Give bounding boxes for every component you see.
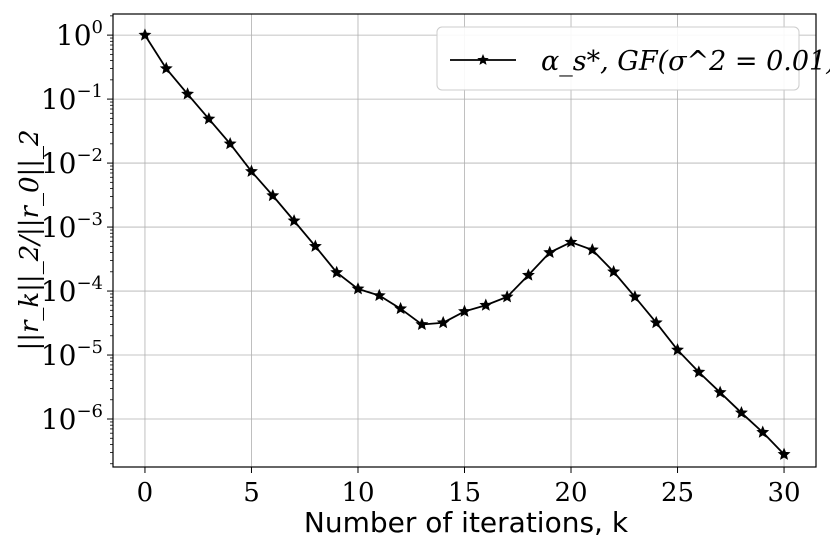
y-tick-label: 10−2 <box>41 145 103 180</box>
legend-box <box>436 26 800 91</box>
x-tick-label: 20 <box>554 478 587 508</box>
x-tick-label: 15 <box>448 478 481 508</box>
data-point <box>543 245 557 259</box>
data-point <box>564 235 578 248</box>
y-axis-label: ||r_k||_2/||r_0||_2 <box>15 129 45 350</box>
y-axis-ticks: 100 10−1 10−2 10−3 10−4 10−5 10−6 <box>41 15 113 465</box>
x-tick-label: 25 <box>661 478 694 508</box>
data-point <box>159 61 173 75</box>
x-tick-label: 30 <box>767 478 800 508</box>
data-point <box>138 28 152 41</box>
x-axis-label: Number of iterations, k <box>304 506 629 539</box>
data-point <box>479 298 493 311</box>
data-point <box>436 315 450 329</box>
data-point <box>181 87 195 100</box>
data-point <box>308 239 322 252</box>
data-point <box>734 406 748 419</box>
data-point <box>692 365 706 378</box>
data-point <box>330 265 344 278</box>
y-tick-label: 10−3 <box>41 209 103 244</box>
y-tick-label: 10−4 <box>41 273 103 308</box>
data-point <box>756 425 770 438</box>
data-point <box>372 288 386 302</box>
data-point <box>223 137 237 150</box>
data-point <box>585 243 599 256</box>
data-point <box>500 290 514 303</box>
series-layer <box>138 28 791 460</box>
data-point <box>415 317 429 330</box>
y-tick-label: 10−1 <box>41 81 103 116</box>
data-point <box>777 447 791 460</box>
y-tick-label: 10−6 <box>41 401 103 436</box>
legend-series-name: α_s*, GF(σ^2 = 0.01) <box>541 46 830 77</box>
x-tick-label: 5 <box>243 478 260 508</box>
data-point <box>266 188 280 202</box>
legend-star-marker <box>477 54 489 65</box>
data-point <box>351 282 365 295</box>
data-point <box>458 304 471 317</box>
legend-star <box>477 54 489 65</box>
data-point <box>287 214 301 227</box>
data-point <box>521 268 535 281</box>
data-point <box>202 112 216 125</box>
data-point <box>671 343 684 356</box>
data-point <box>649 315 663 329</box>
data-point <box>394 301 408 315</box>
y-tick-label: 100 <box>56 17 103 52</box>
legend: α_s*, GF(σ^2 = 0.01) <box>436 26 830 91</box>
x-tick-label: 10 <box>341 478 374 508</box>
data-point <box>607 265 621 278</box>
x-axis-ticks: 0 5 10 15 20 25 30 <box>137 467 801 508</box>
x-tick-label: 0 <box>137 478 154 508</box>
data-point <box>713 385 727 398</box>
data-point <box>245 164 258 177</box>
data-point <box>628 290 642 303</box>
y-tick-label: 10−5 <box>41 337 103 372</box>
